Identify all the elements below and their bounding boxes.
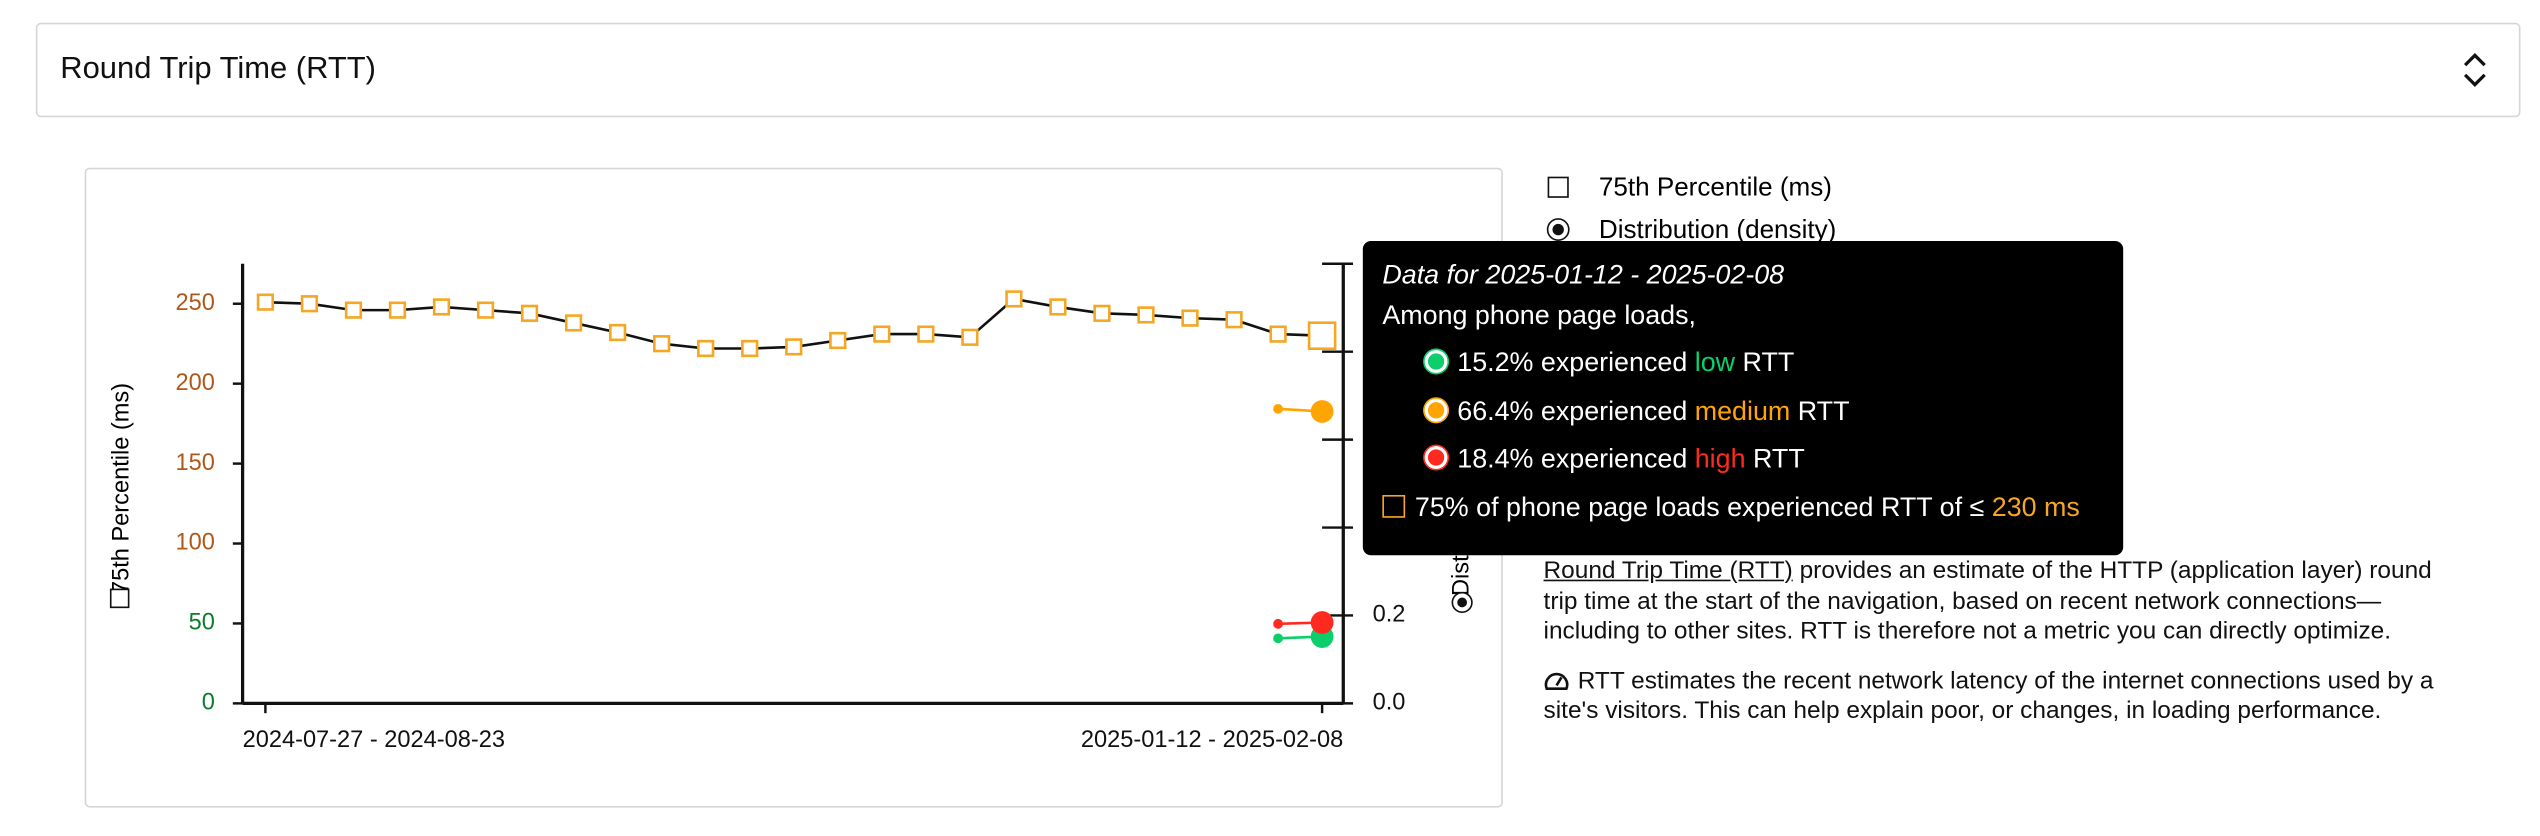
series-point: [1225, 311, 1243, 329]
y-tick-label: 150: [176, 450, 215, 476]
select-label: Round Trip Time (RTT): [60, 52, 376, 87]
tooltip-intro: Among phone page loads,: [1382, 301, 1697, 331]
series-point: [609, 323, 627, 342]
description-paragraph: Round Trip Time (RTT) provides an estima…: [1544, 557, 2472, 647]
series-point: [873, 325, 891, 343]
series-point: [829, 331, 847, 350]
series-point: [1005, 290, 1023, 308]
tooltip-text: 18.4% experienced: [1457, 444, 1695, 474]
series-point: [256, 293, 275, 311]
series-point: [344, 301, 363, 319]
tooltip-level: medium: [1694, 396, 1791, 426]
density-point: [1310, 400, 1334, 423]
description-text: provides an estimate of the HTTP (applic…: [1543, 556, 2432, 645]
tooltip-level: high: [1694, 444, 1746, 474]
footer-text: 75% of phone page loads experienced RTT …: [1414, 493, 1992, 523]
series-point: [476, 301, 495, 319]
density-point: [1273, 618, 1283, 629]
tooltip: Data for 2025-01-12 - 2025-02-08 Among p…: [1362, 240, 2124, 556]
tooltip-text: RTT: [1735, 348, 1795, 378]
y-axis-icon: [109, 588, 130, 609]
y-tick-label: 250: [176, 290, 215, 316]
y2-tick-label: 0.2: [1373, 602, 1406, 628]
y-tick-label: 50: [189, 610, 215, 636]
tooltip-dot: [1424, 398, 1448, 421]
series-point: [653, 335, 671, 353]
footer-icon: [1382, 494, 1406, 518]
legend-label[interactable]: 75th Percentile (ms): [1599, 172, 1832, 202]
tooltip-text: RTT: [1745, 444, 1805, 474]
series-point: [1269, 325, 1287, 343]
y2-tick-label: 0.0: [1373, 690, 1406, 716]
description: Round Trip Time (RTT) provides an estima…: [1544, 557, 2472, 747]
tooltip-dot: [1424, 350, 1448, 373]
tooltip-row: 18.4% experienced high RTT: [1424, 444, 1805, 476]
tooltip-row: 15.2% experienced low RTT: [1424, 348, 1795, 379]
series-point: [300, 295, 319, 313]
series-point: [961, 328, 979, 346]
tooltip-footer: 75% of phone page loads experienced RTT …: [1382, 493, 2080, 524]
tooltip-text: RTT: [1790, 396, 1850, 426]
tooltip-title: Data for 2025-01-12 - 2025-02-08: [1382, 260, 1785, 290]
density-point: [1273, 403, 1283, 414]
legend-label[interactable]: Distribution (density): [1599, 214, 1836, 244]
series-point: [917, 325, 935, 343]
density-point: [1310, 611, 1334, 634]
series-point: [1137, 306, 1155, 324]
note-paragraph: RTT estimates the recent network latency…: [1544, 667, 2472, 727]
series-point: [432, 298, 451, 316]
density-point: [1273, 633, 1283, 644]
series-point: [741, 339, 759, 358]
tooltip-text: 66.4% experienced: [1457, 396, 1695, 426]
gauge-icon: [1544, 671, 1569, 690]
y-tick-label: 0: [202, 690, 215, 716]
tooltip-level: low: [1694, 348, 1736, 378]
chevron-icon: [2463, 53, 2486, 87]
series-point: [1093, 304, 1111, 322]
series-point: [564, 314, 583, 332]
y2-axis-icon-dot: [1457, 597, 1468, 608]
legend-checkbox[interactable]: [1547, 176, 1569, 198]
series-point: [785, 338, 803, 356]
y-tick-label: 100: [176, 530, 215, 556]
legend-radio-dot: [1552, 223, 1564, 236]
tooltip-row: 66.4% experienced medium RTT: [1424, 396, 1850, 427]
y-axis-label: 75th Percentile (ms): [108, 383, 134, 594]
series-point: [1307, 321, 1337, 351]
note-text: RTT estimates the recent network latency…: [1543, 666, 2434, 725]
tooltip-dot: [1424, 446, 1448, 469]
series-point: [520, 304, 539, 322]
x-tick-label: 2024-07-27 - 2024-08-23: [243, 727, 505, 753]
y-tick-label: 200: [176, 370, 215, 396]
series-point: [388, 301, 407, 319]
series-point: [1181, 309, 1199, 327]
series-point: [697, 339, 715, 358]
tooltip-text: 15.2% experienced: [1457, 348, 1695, 378]
x-tick-label: 2025-01-12 - 2025-02-08: [1081, 727, 1343, 753]
description-link[interactable]: Round Trip Time (RTT): [1543, 556, 1793, 585]
footer-value: 230 ms: [1991, 493, 2080, 523]
metric-select[interactable]: Round Trip Time (RTT): [35, 22, 2521, 118]
series-point: [1049, 298, 1067, 316]
